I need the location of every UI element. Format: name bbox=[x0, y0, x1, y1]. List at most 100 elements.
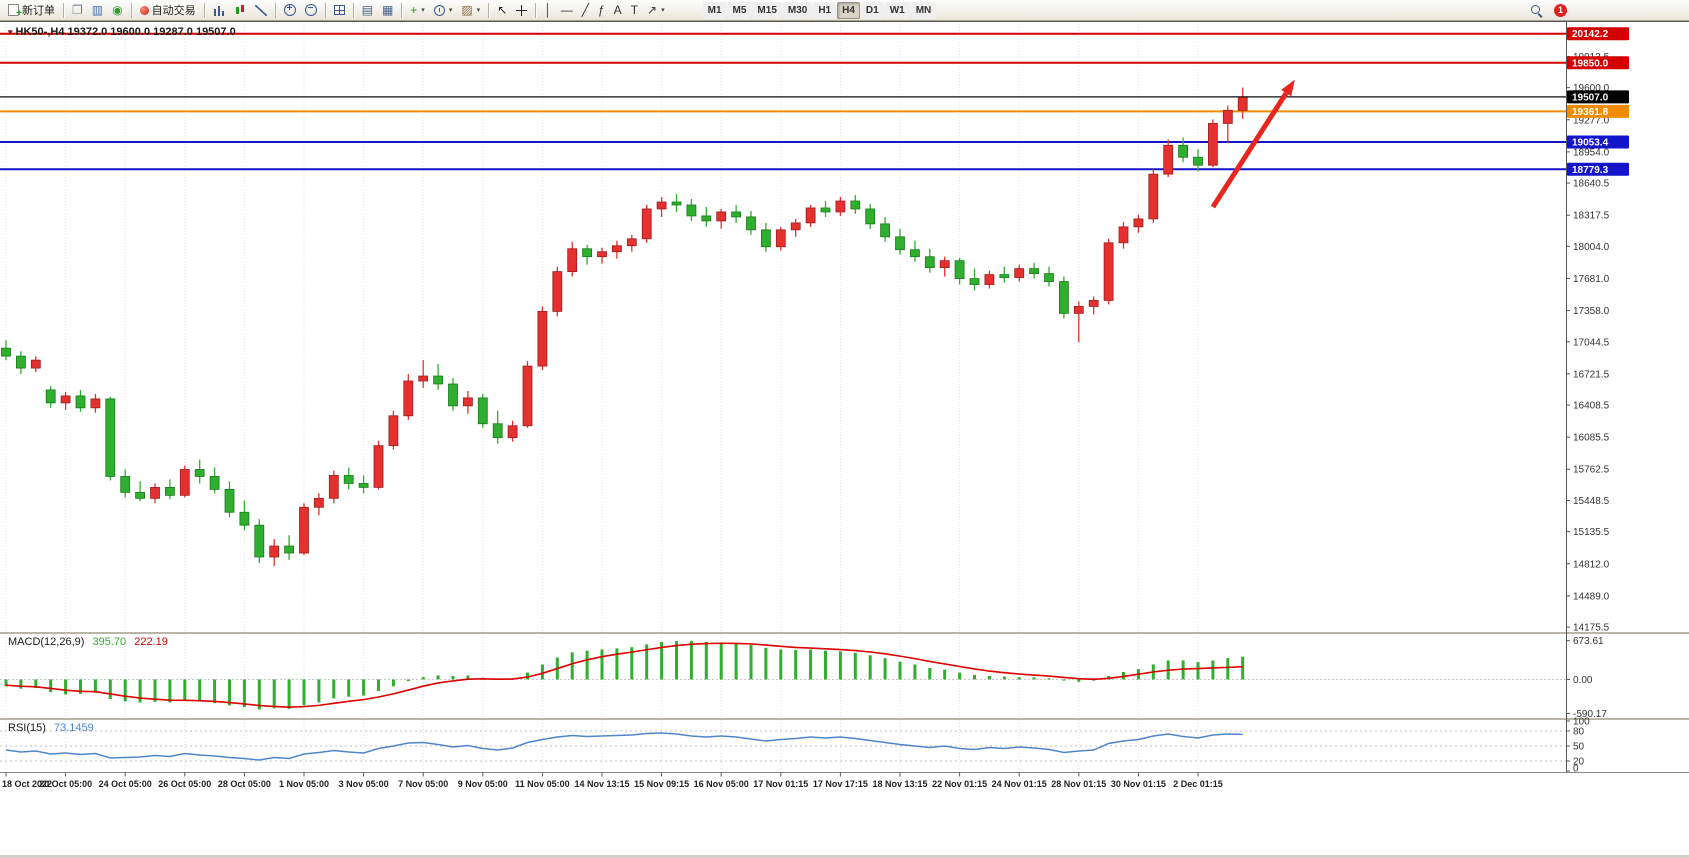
timeframe-m15[interactable]: M15 bbox=[752, 1, 782, 19]
timeframe-h4[interactable]: H4 bbox=[837, 1, 860, 19]
add-indicator-icon: + bbox=[410, 3, 418, 17]
svg-text:18640.5: 18640.5 bbox=[1573, 179, 1610, 190]
toolbar-separator bbox=[203, 2, 205, 18]
zoom-in-button[interactable] bbox=[280, 1, 300, 20]
vertical-line-button[interactable]: │ bbox=[540, 1, 556, 20]
timeframe-mn[interactable]: MN bbox=[910, 1, 937, 19]
time-label: 1 Nov 05:00 bbox=[279, 779, 329, 789]
chart-collapse-icon[interactable]: ▾ bbox=[8, 27, 13, 37]
macd-signal-line bbox=[5, 642, 1243, 708]
line-chart-button[interactable] bbox=[251, 1, 271, 20]
rsi-line bbox=[5, 732, 1243, 761]
svg-text:17044.5: 17044.5 bbox=[1573, 337, 1610, 348]
svg-text:15762.5: 15762.5 bbox=[1573, 465, 1610, 476]
candlestick-chart-button[interactable] bbox=[230, 1, 250, 20]
timeframe-h1[interactable]: H1 bbox=[813, 1, 837, 19]
time-label: 16 Nov 05:00 bbox=[694, 779, 749, 789]
arrow-shaft[interactable] bbox=[1210, 91, 1289, 209]
text-button[interactable]: A bbox=[610, 1, 626, 20]
svg-text:16408.5: 16408.5 bbox=[1573, 401, 1610, 412]
cursor-button[interactable]: ↖ bbox=[493, 1, 511, 20]
time-label: 30 Nov 01:15 bbox=[1111, 779, 1166, 789]
trendline-button[interactable]: ╱ bbox=[578, 1, 593, 20]
fibonacci-icon: ƒ bbox=[597, 3, 605, 17]
timeframe-d1[interactable]: D1 bbox=[860, 1, 884, 19]
timeframe-m1[interactable]: M1 bbox=[702, 1, 727, 19]
data-window-button[interactable]: ▤ bbox=[358, 1, 377, 20]
periods-icon bbox=[433, 4, 445, 16]
toolbar-separator bbox=[130, 2, 132, 18]
text-label-button[interactable]: T bbox=[627, 1, 642, 20]
svg-text:0: 0 bbox=[1573, 764, 1579, 775]
auto-trade-label: 自动交易 bbox=[151, 5, 196, 17]
toolbar-separator bbox=[535, 2, 537, 18]
arrow-head[interactable] bbox=[1281, 79, 1295, 97]
chart-window-button[interactable]: ❐ bbox=[68, 1, 87, 20]
time-label: 9 Nov 05:00 bbox=[458, 779, 508, 789]
alerts-button[interactable]: ◉ bbox=[108, 1, 126, 20]
price-axis[interactable]: 19913.519600.019277.018954.018640.518317… bbox=[1566, 27, 1629, 775]
arrows-icon: ↗ bbox=[647, 3, 658, 17]
cursor-icon: ↖ bbox=[497, 3, 508, 17]
svg-text:673.61: 673.61 bbox=[1573, 636, 1604, 647]
rsi-name: RSI(15) bbox=[8, 722, 46, 734]
time-label: 17 Nov 01:15 bbox=[753, 779, 808, 789]
candlestick-chart-icon bbox=[234, 4, 246, 16]
zoom-out-icon bbox=[304, 3, 317, 16]
timeframe-m30[interactable]: M30 bbox=[782, 1, 813, 19]
svg-text:18779.3: 18779.3 bbox=[1572, 165, 1609, 176]
timeframe-m5[interactable]: M5 bbox=[727, 1, 752, 19]
periods-dropdown-icon[interactable]: ▾ bbox=[448, 7, 453, 14]
new-order-button[interactable]: 新订单 bbox=[4, 1, 59, 20]
macd-histogram bbox=[4, 640, 1245, 710]
tile-windows-icon bbox=[333, 5, 345, 15]
chart-title: ▾ HK50-,H4 19372.0 19600.0 19287.0 19507.… bbox=[8, 26, 236, 38]
periods-button[interactable]: ▾ bbox=[430, 1, 457, 20]
svg-text:19507.0: 19507.0 bbox=[1572, 92, 1609, 103]
timeframe-w1[interactable]: W1 bbox=[884, 1, 910, 19]
fibonacci-button[interactable]: ƒ bbox=[594, 1, 609, 20]
svg-text:19361.8: 19361.8 bbox=[1572, 107, 1609, 118]
navigator-button[interactable]: ▦ bbox=[378, 1, 397, 20]
time-label: 26 Oct 05:00 bbox=[158, 779, 211, 789]
chart-canvas[interactable]: 19913.519600.019277.018954.018640.518317… bbox=[0, 21, 1689, 858]
templates-dropdown-icon[interactable]: ▾ bbox=[476, 7, 481, 14]
notification-badge[interactable]: 1 bbox=[1554, 4, 1567, 17]
chart-title-text: HK50-,H4 19372.0 19600.0 19287.0 19507.0 bbox=[15, 26, 236, 38]
time-label: 17 Nov 17:15 bbox=[813, 779, 868, 789]
tile-windows-button[interactable] bbox=[330, 1, 349, 20]
macd-name: MACD(12,26,9) bbox=[8, 636, 85, 648]
toolbar-separator bbox=[324, 2, 326, 18]
search-button[interactable] bbox=[1526, 1, 1547, 20]
level-lines[interactable] bbox=[0, 32, 1566, 171]
svg-text:17358.0: 17358.0 bbox=[1573, 306, 1610, 317]
bar-chart-icon bbox=[212, 4, 225, 16]
chart-area[interactable]: 19913.519600.019277.018954.018640.518317… bbox=[0, 21, 1689, 858]
time-label: 18 Oct 2022 bbox=[2, 779, 52, 789]
price-tag-18779.3 bbox=[1567, 162, 1629, 176]
macd-main-value: 395.70 bbox=[92, 636, 127, 648]
zoom-out-button[interactable] bbox=[301, 1, 321, 20]
timeframe-buttons: M1 M5 M15 M30 H1 H4 D1 W1 MN bbox=[702, 1, 937, 19]
zoom-in-icon bbox=[283, 3, 296, 16]
svg-text:-590.17: -590.17 bbox=[1573, 709, 1607, 720]
bar-chart-button[interactable] bbox=[209, 1, 229, 20]
templates-button[interactable]: ▨ ▾ bbox=[457, 1, 484, 20]
horizontal-line-button[interactable]: — bbox=[557, 1, 577, 20]
svg-text:20: 20 bbox=[1573, 757, 1585, 768]
time-label: 28 Nov 01:15 bbox=[1051, 779, 1106, 789]
add-indicator-dropdown-icon[interactable]: ▾ bbox=[421, 7, 425, 14]
arrows-button[interactable]: ↗ ▾ bbox=[643, 1, 669, 20]
arrows-dropdown-icon[interactable]: ▾ bbox=[661, 7, 665, 14]
macd-label: MACD(12,26,9) 395.70 222.19 bbox=[8, 636, 168, 648]
crosshair-button[interactable] bbox=[512, 1, 531, 20]
profiles-button[interactable]: ▥ bbox=[88, 1, 107, 20]
auto-trade-button[interactable]: 自动交易 bbox=[136, 1, 200, 20]
arrow-annotation[interactable] bbox=[1210, 79, 1295, 209]
svg-text:18004.0: 18004.0 bbox=[1573, 242, 1610, 253]
add-indicator-button[interactable]: + ▾ bbox=[406, 1, 429, 20]
time-label: 14 Nov 13:15 bbox=[574, 779, 629, 789]
svg-text:18317.5: 18317.5 bbox=[1573, 211, 1610, 222]
svg-text:16721.5: 16721.5 bbox=[1573, 369, 1610, 380]
